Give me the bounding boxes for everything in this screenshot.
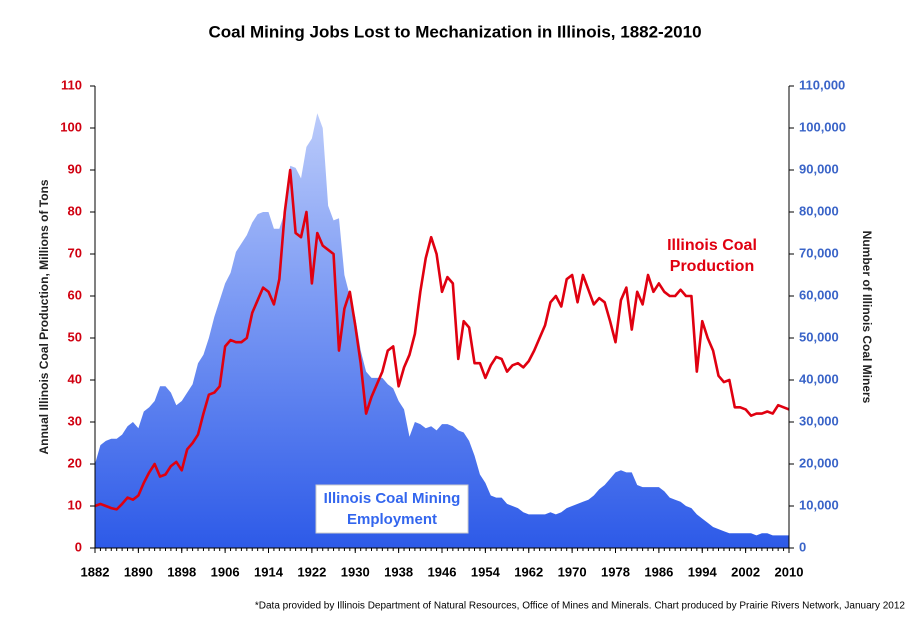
x-tick-label: 1898	[167, 564, 196, 579]
y2-axis-label: Number of Illinois Coal Miners	[860, 231, 874, 404]
y-axis-label: Annual Illinois Coal Production, Million…	[37, 179, 51, 454]
y2-tick-label: 80,000	[799, 203, 839, 218]
y2-tick-label: 20,000	[799, 455, 839, 470]
y-tick-label: 80	[68, 203, 82, 218]
employment-area	[95, 113, 789, 549]
y2-tick-label: 90,000	[799, 161, 839, 176]
y-tick-label: 100	[60, 119, 82, 134]
y-tick-label: 10	[68, 497, 82, 512]
x-tick-label: 1938	[384, 564, 413, 579]
x-tick-label: 1930	[341, 564, 370, 579]
y-tick-label: 30	[68, 413, 82, 428]
x-tick-label: 1994	[688, 564, 718, 579]
x-tick-label: 1962	[514, 564, 543, 579]
production-label: Illinois Coal	[667, 237, 757, 254]
y-tick-label: 40	[68, 371, 82, 386]
employment-label: Illinois Coal Mining	[324, 490, 461, 507]
chart-title: Coal Mining Jobs Lost to Mechanization i…	[208, 22, 701, 41]
production-line	[94, 168, 790, 511]
y-tick-label: 70	[68, 245, 82, 260]
x-tick-label: 1890	[124, 564, 153, 579]
x-tick-label: 1986	[644, 564, 673, 579]
y2-tick-label: 60,000	[799, 287, 839, 302]
x-tick-label: 1914	[254, 564, 284, 579]
y2-tick-label: 70,000	[799, 245, 839, 260]
y2-tick-label: 40,000	[799, 371, 839, 386]
x-tick-label: 1970	[558, 564, 587, 579]
x-tick-label: 1882	[81, 564, 110, 579]
y-tick-label: 90	[68, 161, 82, 176]
x-tick-label: 1922	[297, 564, 326, 579]
y2-tick-label: 10,000	[799, 497, 839, 512]
employment-label-box	[315, 484, 469, 534]
y2-tick-label: 100,000	[799, 119, 846, 134]
x-tick-label: 1978	[601, 564, 630, 579]
footnote: *Data provided by Illinois Department of…	[255, 601, 906, 612]
x-tick-label: 2002	[731, 564, 760, 579]
production-label: Production	[670, 258, 754, 275]
y2-tick-label: 0	[799, 539, 806, 554]
x-tick-label: 2010	[775, 564, 804, 579]
y-tick-label: 110	[61, 77, 82, 92]
y2-tick-label: 110,000	[799, 77, 845, 92]
y-tick-label: 20	[68, 455, 82, 470]
y2-tick-label: 30,000	[799, 413, 839, 428]
y2-tick-label: 50,000	[799, 329, 839, 344]
x-tick-label: 1954	[471, 564, 501, 579]
y-tick-label: 0	[75, 539, 82, 554]
employment-label: Employment	[347, 511, 437, 528]
x-tick-label: 1946	[428, 564, 457, 579]
y-tick-label: 50	[68, 329, 82, 344]
x-tick-label: 1906	[211, 564, 240, 579]
y-tick-label: 60	[68, 287, 82, 302]
